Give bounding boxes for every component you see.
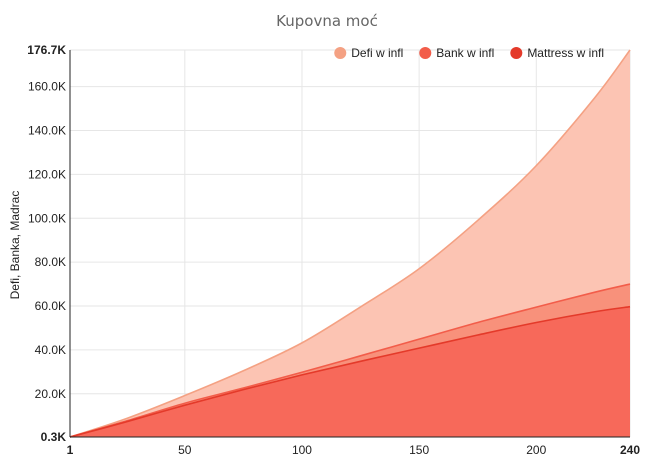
legend-item[interactable]: Defi w infl [334, 46, 403, 60]
series-lines [69, 49, 631, 438]
legend-label: Bank w infl [436, 46, 494, 60]
x-axis-ticks: 1 50 100 150 200 240 [67, 443, 641, 457]
y-tick-label: 20.0K [35, 387, 66, 401]
y-tick-label: 160.0K [28, 80, 66, 94]
y-axis-label: Defi, Banka, Madrac [8, 191, 22, 300]
legend[interactable]: Defi w infl Bank w infl Mattress w infl [334, 46, 604, 60]
x-tick-label: 100 [292, 443, 312, 457]
x-tick-label: 50 [178, 443, 192, 457]
y-tick-label: 120.0K [28, 167, 66, 181]
y-tick-label: 100.0K [28, 211, 66, 225]
legend-item[interactable]: Bank w infl [419, 46, 494, 60]
legend-label: Defi w infl [351, 46, 403, 60]
line-mattress-w-infl [69, 305, 631, 438]
y-tick-label: 176.7K [27, 43, 66, 57]
x-tick-label: 240 [620, 443, 640, 457]
chart-title: Kupovna moć [276, 12, 378, 30]
y-tick-label: 40.0K [35, 343, 66, 357]
y-tick-label: 0.3K [41, 430, 67, 444]
legend-marker-icon [510, 47, 523, 59]
x-tick-label: 150 [409, 443, 429, 457]
line-defi-w-infl [69, 49, 631, 438]
x-tick-label: 200 [526, 443, 546, 457]
area-mattress-w-infl[interactable] [70, 306, 630, 437]
x-tick-label: 1 [67, 443, 74, 457]
line-bank-w-infl [69, 283, 631, 438]
y-tick-label: 80.0K [35, 255, 66, 269]
legend-label: Mattress w infl [527, 46, 604, 60]
y-tick-label: 60.0K [35, 299, 66, 313]
legend-marker-icon [334, 47, 347, 59]
axes [69, 50, 630, 438]
legend-marker-icon [419, 47, 432, 59]
area-series [70, 50, 630, 437]
y-axis-ticks: 0.3K 20.0K 40.0K 60.0K 80.0K 100.0K 120.0K 140.… [27, 43, 66, 444]
legend-item[interactable]: Mattress w infl [510, 46, 604, 60]
y-tick-label: 140.0K [28, 124, 66, 138]
